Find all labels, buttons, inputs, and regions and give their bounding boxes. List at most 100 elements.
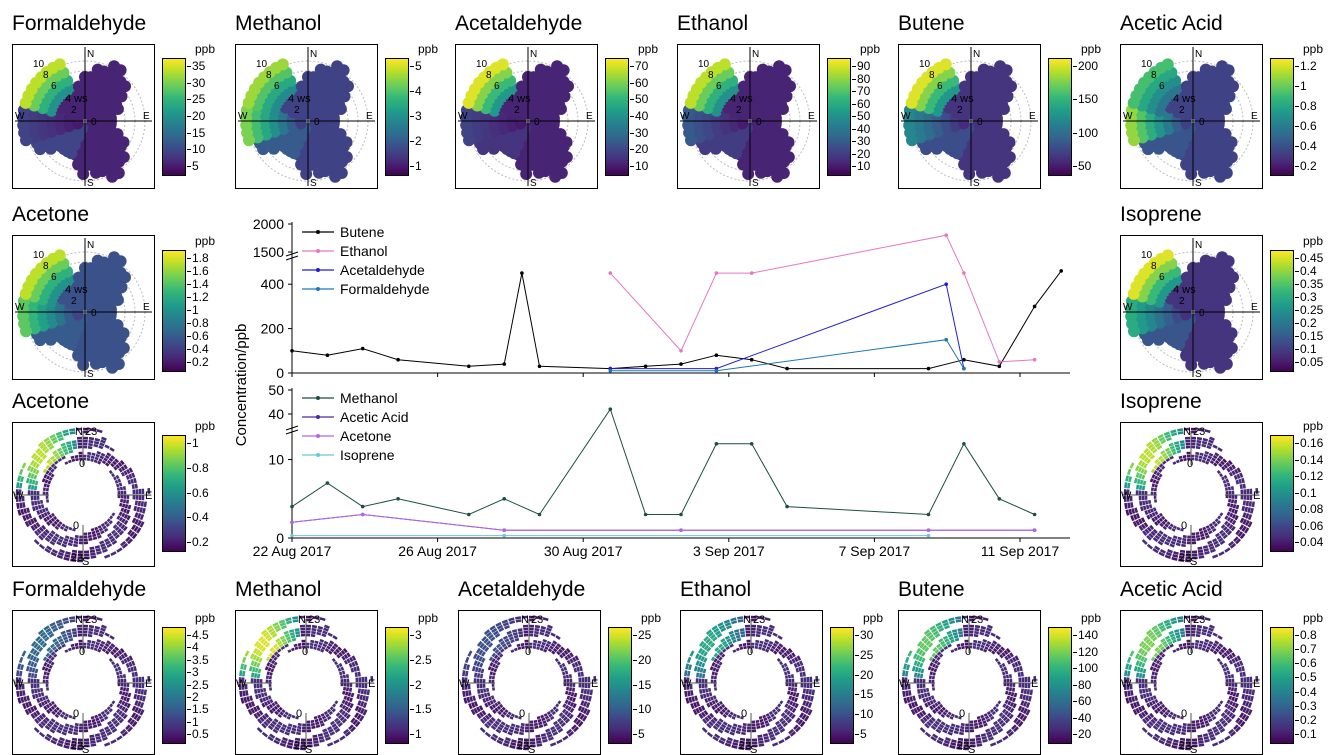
ring-bot-1-label: 0: [302, 646, 308, 658]
ring-bot-4-tick: 40: [1072, 710, 1092, 725]
rose-mid-0-tick: 1: [187, 303, 199, 317]
rose-mid-1-label: 10: [1141, 250, 1153, 261]
ring-mid-0-tick: 0.6: [187, 485, 209, 500]
ring-bot-5-tick: 0.6: [1295, 656, 1317, 671]
rose-top-1-tick: 3: [410, 109, 422, 123]
ring-bot-2-tick: 25: [632, 628, 652, 642]
ring-bot-0-label: 23: [85, 614, 97, 626]
rose-top-5-tick: 0.2: [1295, 159, 1317, 173]
bottom-panel-point: [537, 512, 542, 517]
rose-mid-0-label: 10: [33, 250, 45, 261]
rose-top-4-title: Butene: [898, 12, 965, 35]
ring-bot-2-unit: ppb: [641, 611, 662, 625]
rose-top-4-label: 0: [977, 117, 983, 128]
rose-mid-0-tick: 0.8: [187, 316, 209, 330]
rose-top-2-label: E: [586, 111, 593, 122]
rose-mid-1-tick: 0.15: [1294, 329, 1324, 343]
ring-mid-0-unit: ppb: [195, 419, 216, 433]
ring-mid-0-label: 23: [85, 426, 97, 438]
rose-top-2-unit: ppb: [638, 42, 659, 56]
ring-bot-5-label: W: [1121, 678, 1132, 690]
ring-mid-0-label: W: [13, 490, 24, 502]
rose-top-2-label: S: [530, 178, 537, 188]
ring-mid-1-tick: 0.08: [1294, 502, 1324, 516]
bottom-panel-ytick: 50: [268, 382, 284, 398]
ring-mid-0-colorbar: [162, 435, 186, 552]
x-tick: 3 Sep 2017: [693, 543, 765, 559]
top-panel-point: [325, 353, 330, 358]
ring-bot-3-label: 23: [739, 740, 751, 752]
bottom-panel-legend: Acetone: [340, 428, 392, 444]
ring-bot-2-label: W: [459, 678, 470, 690]
top-panel-point: [962, 271, 966, 275]
top-panel-series-1: [609, 234, 1035, 363]
ring-bot-1-tick: 3: [410, 628, 422, 642]
rose-mid-0-unit: ppb: [195, 234, 216, 248]
ring-bot-4-label: 0: [959, 708, 965, 720]
top-panel-point: [926, 366, 931, 371]
rose-top-5-label: 0: [1199, 117, 1205, 128]
ring-mid-0-label: 0: [79, 458, 85, 470]
x-tick: 7 Sep 2017: [839, 543, 911, 559]
bottom-panel-point: [679, 512, 683, 517]
bottom-panel-point: [290, 533, 294, 538]
top-panel-point: [714, 353, 719, 358]
rose-top-2-tick: 40: [629, 109, 649, 123]
bottom-panel-point: [502, 533, 507, 538]
rose-mid-1-label: W: [1123, 302, 1133, 313]
ring-bot-1-tick: 1: [410, 727, 422, 741]
ring-bot-5-title: Acetic Acid: [1120, 578, 1223, 601]
ring-bot-5-tick: 0.7: [1295, 642, 1317, 657]
bottom-panel-legend: Acetic Acid: [340, 409, 408, 425]
ring-bot-0-label: 0: [73, 708, 79, 720]
rose-top-1-label: 6: [274, 81, 280, 92]
ring-bot-0-tick: 3.5: [187, 652, 209, 667]
rose-top-2-label: 2: [514, 105, 520, 116]
ring-bot-3-label: S: [750, 744, 757, 754]
top-panel-series-2: [610, 283, 965, 370]
rose-top-3-tick: 90: [851, 59, 871, 73]
ring-bot-1-label: W: [236, 678, 247, 690]
bottom-panel-point: [997, 497, 1002, 501]
rose-top-5-unit: ppb: [1303, 42, 1324, 56]
rose-mid-1-unit: ppb: [1303, 234, 1324, 248]
rose-mid-0-label: 2: [71, 296, 77, 307]
bottom-panel-series-2: [291, 513, 1035, 531]
ring-bot-3-label: 0: [747, 646, 753, 658]
bottom-panel-legend: Isoprene: [340, 447, 395, 463]
rose-top-2-label: 10: [476, 59, 488, 70]
ring-bot-0-colorbar: [162, 627, 186, 744]
ring-bot-4-label: W: [899, 678, 910, 690]
rose-mid-0-title: Acetone: [12, 203, 90, 226]
rose-top-2-plot: N S E W 10 8 6 4 ws 2 0: [455, 44, 598, 189]
ring-bot-4-tick: 20: [1072, 727, 1092, 741]
ring-bot-1-unit: ppb: [418, 611, 439, 625]
ring-bot-3-label: 0: [741, 708, 747, 720]
bottom-panel-point: [749, 442, 754, 446]
rose-top-4-label: 8: [929, 70, 935, 81]
x-tick: 26 Aug 2017: [398, 543, 477, 559]
rose-mid-0-label: 6: [51, 272, 57, 283]
ring-bot-0-tick: 2: [187, 689, 199, 704]
rose-top-3-label: 4 ws: [730, 93, 753, 105]
rose-top-0-label: W: [15, 111, 25, 122]
ring-bot-4-tick: 60: [1072, 694, 1092, 708]
rose-top-0-tick: 30: [186, 75, 206, 90]
top-panel-ytick: 2000: [253, 216, 284, 232]
ring-mid-0-label: S: [82, 556, 89, 566]
rose-top-0-label: E: [143, 111, 150, 122]
rose-mid-0-plot: N S E W 10 8 6 4 ws 2 0: [12, 235, 155, 380]
rose-top-3-label: 8: [708, 70, 714, 81]
ring-mid-1-label: 0: [1187, 458, 1193, 470]
top-panel-point: [997, 364, 1002, 369]
ring-bot-5-tick: 0.1: [1295, 727, 1317, 741]
ring-bot-3-tick: 25: [854, 647, 874, 662]
rose-top-3-tick: 60: [851, 96, 871, 111]
top-panel-legend: Ethanol: [340, 243, 387, 259]
